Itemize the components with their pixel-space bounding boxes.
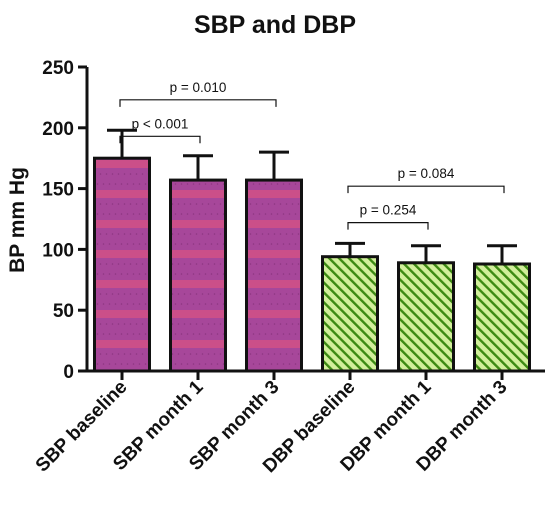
p-value-bracket — [347, 222, 429, 230]
y-axis-ticks: 0 50 100 150 200 250 — [42, 58, 87, 383]
p-value-bracket — [119, 99, 277, 107]
y-tick-label: 0 — [63, 362, 74, 383]
y-tick-label: 250 — [42, 58, 74, 79]
p-value-label: p = 0.084 — [398, 166, 455, 181]
bar-dbp-month-3 — [473, 262, 531, 373]
p-value-annotations: p = 0.010 p < 0.001 p = 0.084 p = 0.254 — [119, 80, 505, 230]
p-value-bracket — [119, 135, 201, 144]
bar-dbp-baseline — [321, 255, 379, 373]
error-bars-group — [107, 128, 517, 264]
y-tick-label: 150 — [42, 180, 74, 201]
p-value-label: p = 0.010 — [170, 80, 227, 95]
p-value-label: p < 0.001 — [132, 116, 189, 131]
p-value-label: p = 0.254 — [360, 203, 417, 218]
bar-dbp-month-1 — [397, 261, 455, 373]
bars-group — [93, 156, 531, 373]
bar-sbp-month-3 — [245, 178, 303, 373]
bar-sbp-baseline — [93, 156, 151, 373]
bar-sbp-month-1 — [169, 178, 227, 373]
chart-title: SBP and DBP — [194, 11, 356, 39]
y-tick-label: 50 — [53, 301, 74, 322]
y-axis-label: BP mm Hg — [6, 167, 29, 273]
p-value-bracket — [347, 185, 505, 194]
y-tick-label: 200 — [42, 119, 74, 140]
y-tick-label: 100 — [42, 240, 74, 261]
